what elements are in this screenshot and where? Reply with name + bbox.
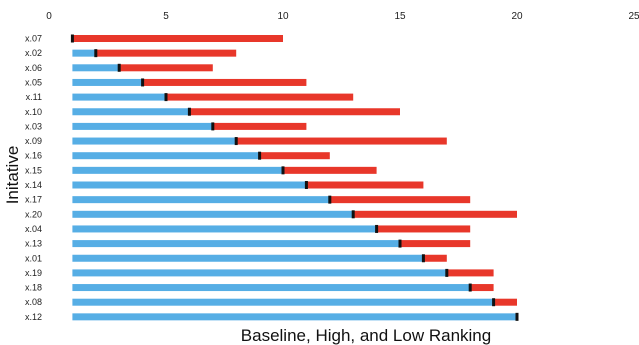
high-bar [446,269,494,277]
baseline-marker [141,78,145,87]
high-bar [493,298,517,306]
baseline-bar [72,152,260,160]
high-bar [142,78,307,86]
baseline-bar [72,240,401,248]
baseline-marker [164,93,168,102]
baseline-marker [94,49,98,58]
baseline-bar [72,166,284,174]
x-axis-title: Baseline, High, and Low Ranking [241,326,491,345]
bars [70,34,519,321]
y-tick-label: x.01 [25,253,42,263]
y-tick-label: x.20 [25,209,42,219]
y-axis-title: Initative [3,146,22,205]
baseline-marker [445,268,449,277]
high-bar [283,166,377,174]
baseline-bar [72,196,330,204]
y-tick-label: x.19 [25,268,42,278]
baseline-marker [187,107,191,116]
high-bar [470,284,494,292]
y-tick-label: x.13 [25,239,42,249]
y-tick-label: x.07 [25,34,42,44]
high-bar [166,93,354,101]
y-tick-label: x.15 [25,165,42,175]
baseline-bar [72,210,354,218]
high-bar [119,64,213,72]
baseline-marker [258,151,262,160]
high-bar [189,108,400,116]
baseline-bar [72,254,424,262]
y-axis-ticks: x.07 x.02 x.06 x.05 x.11 x.10 x.03 x.09 x.16 x.15… [25,34,42,322]
x-tick-label: 0 [46,11,52,22]
y-tick-label: x.18 [25,283,42,293]
baseline-bar [72,313,518,321]
baseline-marker [211,122,215,131]
x-tick-label: 25 [628,11,639,22]
y-tick-label: x.11 [26,92,42,102]
x-tick-label: 5 [163,11,169,22]
baseline-bar [72,225,377,233]
high-bar [376,225,471,233]
baseline-bar [72,93,166,101]
y-tick-label: x.02 [25,48,42,58]
y-tick-label: x.12 [25,312,42,322]
x-tick-label: 10 [277,11,289,22]
high-bar [306,181,424,189]
high-bar [423,254,447,262]
high-bar [259,152,330,160]
y-tick-label: x.05 [25,77,42,87]
baseline-bar [72,298,494,306]
high-bar [353,210,517,218]
baseline-marker [492,298,496,307]
baseline-marker [117,63,121,72]
baseline-bar [72,284,471,292]
baseline-bar [72,137,237,145]
baseline-marker [328,195,332,204]
y-tick-label: x.10 [25,107,42,117]
high-bar [95,49,237,57]
x-axis-ticks: 0 5 10 15 20 25 [46,11,639,22]
baseline-marker [398,239,402,248]
baseline-bar [72,108,190,116]
baseline-marker [468,283,472,292]
y-tick-label: x.14 [25,180,42,190]
high-bar [329,196,471,204]
baseline-bar [72,78,143,86]
y-tick-label: x.03 [25,121,42,131]
baseline-marker [421,254,425,263]
baseline-marker [234,137,238,146]
baseline-marker [70,34,74,43]
baseline-bar [72,64,120,72]
y-tick-label: x.06 [25,63,42,73]
baseline-bar [72,269,447,277]
high-bar [72,35,284,42]
baseline-bar [72,49,96,57]
y-tick-label: x.04 [25,224,42,234]
baseline-marker [304,181,308,189]
x-tick-label: 15 [394,11,406,22]
baseline-marker [281,166,285,175]
baseline-marker [515,312,519,321]
y-tick-label: x.08 [25,297,42,307]
y-tick-label: x.09 [25,136,42,146]
baseline-marker [351,210,355,219]
baseline-marker [375,224,379,233]
y-tick-label: x.17 [25,195,42,205]
high-bar [400,240,471,248]
y-tick-label: x.16 [25,151,42,161]
high-bar [236,137,447,145]
baseline-bar [72,181,307,189]
x-tick-label: 20 [511,11,523,22]
baseline-bar [72,122,213,130]
high-bar [212,122,307,130]
